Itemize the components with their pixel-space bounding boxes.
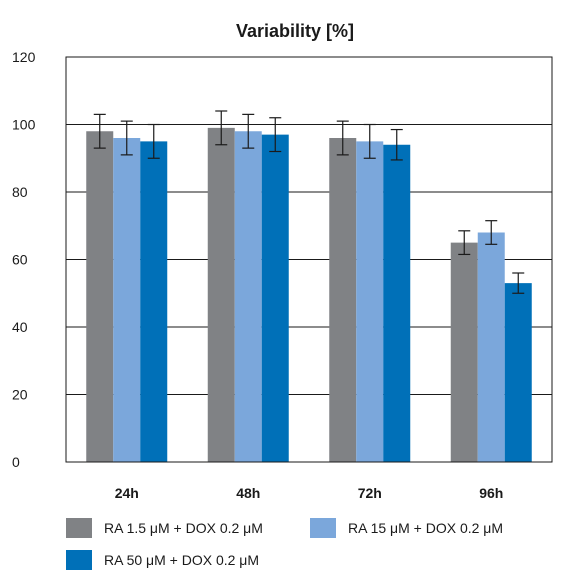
legend-label: RA 50 μM + DOX 0.2 μM bbox=[104, 552, 260, 568]
x-tick-label: 72h bbox=[358, 485, 382, 501]
y-tick-label: 100 bbox=[12, 117, 36, 133]
bar bbox=[261, 134, 289, 462]
bar bbox=[234, 131, 262, 462]
bar bbox=[86, 131, 114, 462]
bar bbox=[356, 141, 384, 462]
x-axis-ticks: 24h 48h 72h 96h bbox=[115, 485, 504, 501]
bar bbox=[504, 283, 532, 462]
y-axis-ticks: 0 20 40 60 80 100 120 bbox=[12, 49, 36, 470]
legend-swatch bbox=[310, 518, 336, 538]
y-tick-label: 40 bbox=[12, 319, 28, 335]
bar bbox=[113, 138, 141, 462]
legend-swatch bbox=[66, 550, 92, 570]
bar bbox=[477, 232, 505, 462]
legend-label: RA 1.5 μM + DOX 0.2 μM bbox=[104, 520, 263, 536]
legend-label: RA 15 μM + DOX 0.2 μM bbox=[348, 520, 504, 536]
y-tick-label: 120 bbox=[12, 49, 36, 65]
y-tick-label: 80 bbox=[12, 184, 28, 200]
x-tick-label: 24h bbox=[115, 485, 139, 501]
y-tick-label: 20 bbox=[12, 387, 28, 403]
bars bbox=[86, 127, 532, 462]
x-tick-label: 96h bbox=[479, 485, 503, 501]
legend-item-ra-50: RA 50 μM + DOX 0.2 μM bbox=[66, 550, 259, 570]
legend-item-ra-15: RA 15 μM + DOX 0.2 μM bbox=[310, 518, 503, 538]
chart-title: Variability [%] bbox=[236, 21, 354, 41]
bar bbox=[450, 242, 478, 462]
bar bbox=[207, 127, 235, 462]
error-bars bbox=[93, 110, 525, 294]
bar bbox=[383, 144, 411, 462]
bar bbox=[140, 141, 168, 462]
plot-frame bbox=[65, 56, 553, 463]
y-tick-label: 0 bbox=[12, 454, 20, 470]
x-tick-label: 48h bbox=[236, 485, 260, 501]
legend-item-ra-1-5: RA 1.5 μM + DOX 0.2 μM bbox=[66, 518, 263, 538]
legend-swatch bbox=[66, 518, 92, 538]
bar bbox=[329, 138, 357, 462]
y-tick-label: 60 bbox=[12, 252, 28, 268]
